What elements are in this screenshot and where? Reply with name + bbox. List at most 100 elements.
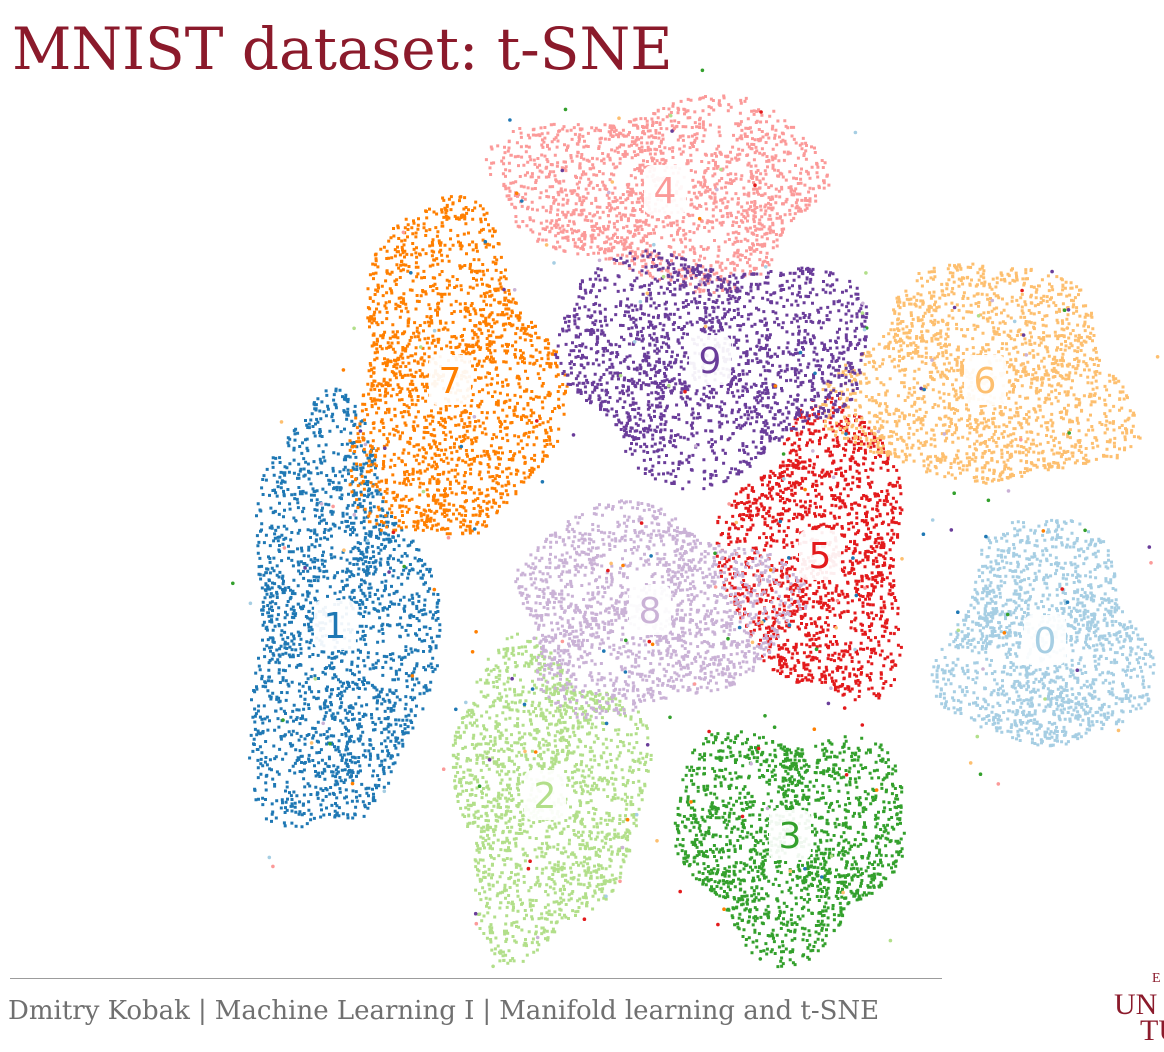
outlier-point xyxy=(1041,529,1046,533)
outlier-point xyxy=(231,581,235,586)
cluster-1-points xyxy=(248,387,442,829)
outlier-point xyxy=(540,480,545,484)
outlier-point xyxy=(981,667,985,671)
outlier-point xyxy=(1043,697,1047,701)
outlier-point xyxy=(650,642,655,647)
cluster-label-text: 2 xyxy=(534,776,557,817)
outlier-point xyxy=(477,784,482,788)
outlier-point xyxy=(1032,670,1036,675)
outlier-point xyxy=(788,869,793,873)
cluster-label-box xyxy=(524,770,566,820)
outlier-point xyxy=(860,311,865,315)
footer-course: Machine Learning I xyxy=(214,996,475,1026)
outlier-point xyxy=(649,554,653,558)
outlier-point xyxy=(331,504,335,509)
cluster-label-box xyxy=(429,355,471,405)
outlier-point xyxy=(610,180,615,184)
outlier-point xyxy=(282,546,287,550)
outlier-point xyxy=(271,864,275,869)
outlier-point xyxy=(921,532,926,536)
outlier-point xyxy=(796,393,800,397)
outlier-point xyxy=(639,521,644,525)
outlier-point xyxy=(410,674,415,678)
outlier-point xyxy=(853,647,857,652)
outlier-point xyxy=(700,68,705,73)
outlier-point xyxy=(387,570,391,574)
outlier-point xyxy=(535,935,540,940)
cluster-label-box xyxy=(629,585,671,635)
outlier-point xyxy=(844,432,848,436)
outlier-point xyxy=(294,519,298,523)
outlier-point xyxy=(464,700,468,705)
outlier-point xyxy=(641,358,645,363)
outlier-point xyxy=(1065,600,1070,604)
outlier-point xyxy=(874,788,879,792)
cluster-2-points xyxy=(451,632,653,965)
outlier-point xyxy=(689,800,693,804)
outlier-point xyxy=(512,288,517,292)
cluster-6 xyxy=(818,262,1142,485)
outlier-point xyxy=(358,429,363,433)
cluster-label-text: 4 xyxy=(654,171,677,212)
outlier-point xyxy=(609,561,613,566)
outlier-point xyxy=(763,265,768,269)
footer-topic: Manifold learning and t-SNE xyxy=(499,996,880,1026)
outlier-point xyxy=(949,528,954,532)
cluster-label-box xyxy=(964,355,1006,405)
outlier-point xyxy=(571,433,576,437)
outlier-point xyxy=(1002,631,1007,635)
cluster-label-8: 8 xyxy=(629,585,671,635)
outlier-point xyxy=(625,817,630,822)
outlier-point xyxy=(618,879,622,884)
outlier-point xyxy=(820,875,824,879)
outlier-point xyxy=(842,706,847,710)
outlier-point xyxy=(1050,269,1054,274)
outlier-point xyxy=(707,729,711,734)
outlier-point xyxy=(787,498,792,503)
cluster-3 xyxy=(673,730,906,969)
cluster-label-7: 7 xyxy=(429,355,471,405)
cluster-label-4: 4 xyxy=(644,165,686,215)
outlier-point xyxy=(533,750,538,754)
outlier-point xyxy=(922,387,926,392)
outlier-point xyxy=(522,702,527,707)
outlier-point xyxy=(368,453,373,458)
outlier-point xyxy=(667,383,671,388)
outlier-point xyxy=(996,782,1001,786)
outlier-point xyxy=(267,855,272,860)
cluster-1 xyxy=(248,387,442,829)
outlier-point xyxy=(459,444,464,449)
cluster-label-box xyxy=(769,810,811,860)
outlier-point xyxy=(861,301,865,306)
outlier-point xyxy=(942,432,947,436)
outlier-point xyxy=(342,548,346,552)
outlier-point xyxy=(841,890,845,895)
outlier-point xyxy=(474,921,479,926)
cluster-2 xyxy=(451,632,653,965)
cluster-label-text: 3 xyxy=(779,816,802,857)
outlier-point xyxy=(528,859,532,863)
outlier-point xyxy=(645,291,650,296)
outlier-point xyxy=(765,806,770,811)
cluster-label-2: 2 xyxy=(524,770,566,820)
outlier-point xyxy=(618,373,623,378)
cluster-label-box xyxy=(314,600,356,650)
outlier-point xyxy=(826,701,831,706)
outlier-point xyxy=(835,598,840,603)
cluster-3-points xyxy=(673,730,906,969)
footer-separator: | xyxy=(197,996,207,1026)
outlier-point xyxy=(1006,489,1011,493)
outlier-point xyxy=(432,587,437,592)
cluster-label-text: 9 xyxy=(699,341,722,382)
outlier-point xyxy=(623,670,628,674)
outlier-point xyxy=(472,527,477,531)
outlier-point xyxy=(401,230,406,235)
university-logo: E UN TU xyxy=(1112,972,1164,1052)
outlier-point xyxy=(978,772,983,776)
outlier-point xyxy=(831,475,836,480)
outlier-point xyxy=(661,274,666,279)
logo-text-top: E xyxy=(1152,972,1161,986)
cluster-label-text: 1 xyxy=(324,606,347,647)
outlier-point xyxy=(606,568,610,573)
outlier-point xyxy=(402,564,407,569)
